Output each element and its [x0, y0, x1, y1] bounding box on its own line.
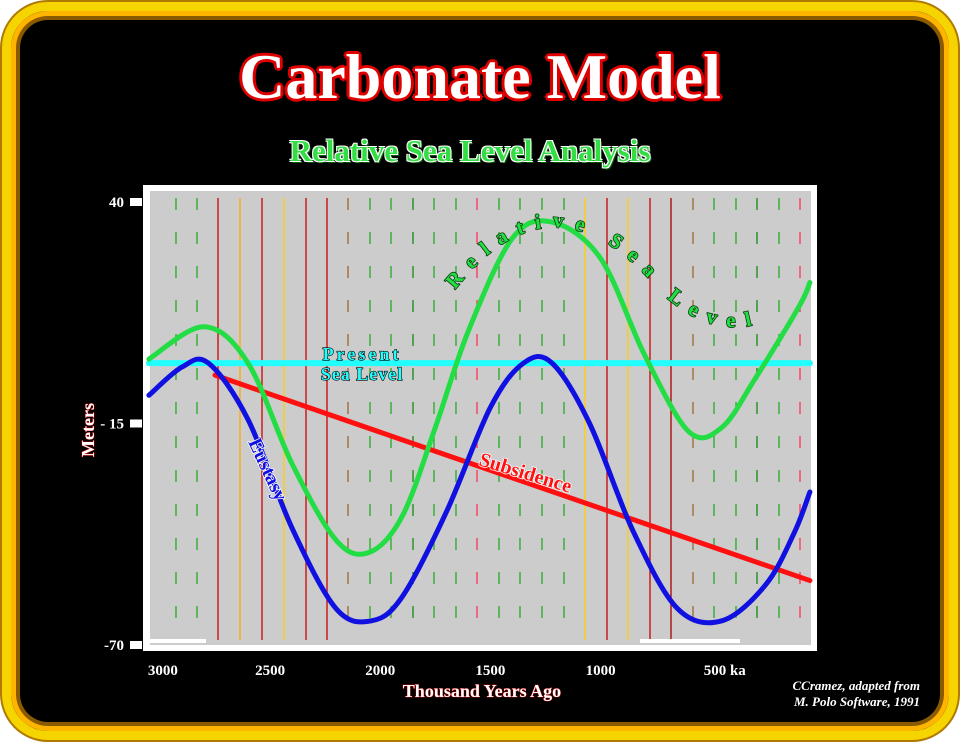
credit-line-2: M. Polo Software, 1991: [793, 694, 920, 709]
y-axis-label: Meters: [78, 403, 98, 457]
slide-subtitle: Relative Sea Level Analysis: [289, 133, 651, 168]
x-tick-label: 2500: [255, 663, 285, 679]
subsidence-line: [212, 372, 813, 584]
x-axis-label: Thousand Years Ago: [403, 681, 561, 701]
y-tick-mark: [130, 641, 142, 649]
x-axis-bar: [640, 639, 740, 643]
y-tick-label: -70: [104, 638, 124, 654]
y-tick-mark: [130, 198, 142, 206]
plot-panel: [150, 191, 811, 645]
x-axis-bar: [150, 639, 206, 643]
y-tick-label: 40: [109, 195, 124, 211]
relative-sea-level-curve: [146, 218, 813, 557]
present-label-line1: Present: [323, 344, 402, 364]
x-tick-label: 3000: [148, 663, 178, 679]
eustasy-curve: [146, 354, 813, 626]
x-tick-label: 1000: [586, 663, 616, 679]
x-tick-label: 1500: [475, 663, 505, 679]
credit-note: CCramez, adapted from M. Polo Software, …: [760, 678, 920, 710]
y-tick-label: - 15: [100, 417, 124, 433]
slide-title: Carbonate Model: [239, 41, 721, 112]
present-label-line2: Sea Level: [321, 364, 404, 384]
x-tick-label: 500 ka: [704, 663, 747, 679]
x-tick-label: 2000: [365, 663, 395, 679]
credit-line-1: CCramez, adapted from: [792, 678, 920, 693]
y-tick-mark: [130, 419, 142, 428]
